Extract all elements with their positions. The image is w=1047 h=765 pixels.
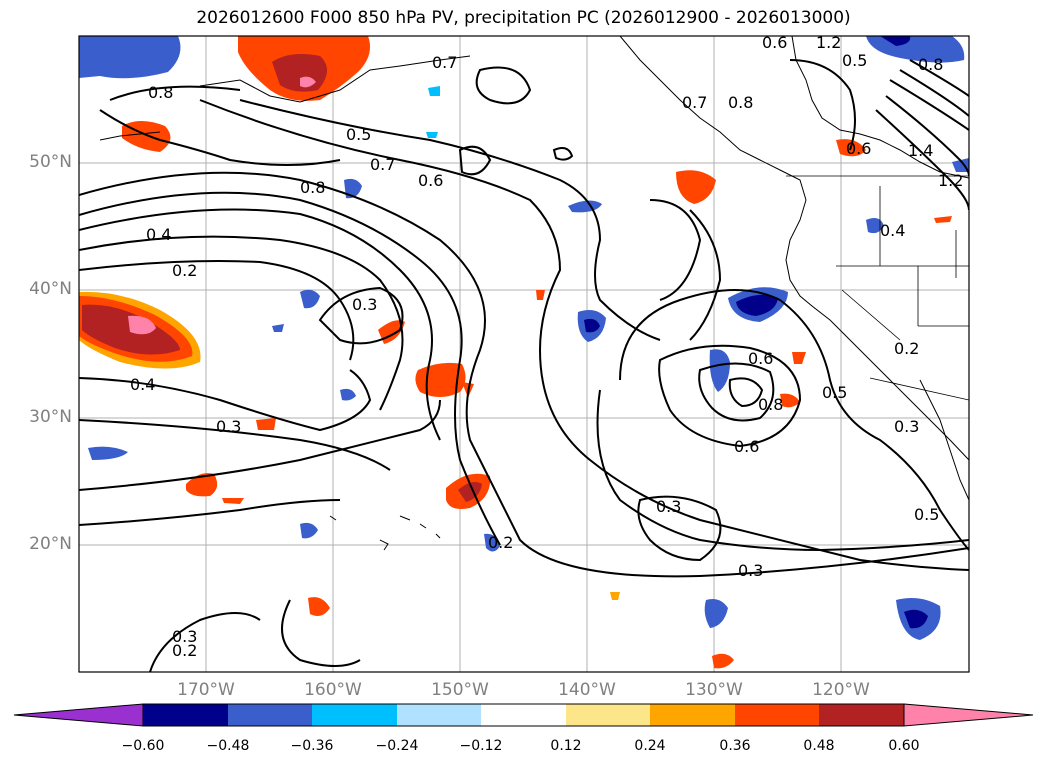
contour-label: 0.6	[734, 437, 759, 456]
map-background	[79, 36, 969, 672]
colorbar-extend-right	[903, 703, 1034, 727]
contour-label: 0.7	[370, 155, 395, 174]
colorbar-segment	[735, 704, 819, 726]
colorbar-frame	[142, 703, 905, 727]
contour-label: 1.2	[816, 33, 841, 52]
contour-label: 0.4	[880, 221, 905, 240]
contour-label: 0.8	[918, 55, 943, 74]
contour-label: 0.8	[758, 395, 783, 414]
lat-label: 30°N	[29, 407, 72, 427]
contour-label: 0.2	[172, 641, 197, 660]
contour-label: 0.2	[488, 533, 513, 552]
contour-label: 0.7	[682, 93, 707, 112]
lon-label: 160°W	[304, 680, 362, 700]
contour-label: 0.4	[146, 225, 171, 244]
page-title: 2026012600 F000 850 hPa PV, precipitatio…	[196, 8, 851, 28]
state-borders	[786, 175, 969, 401]
colorbar-segment	[312, 704, 397, 726]
pv-contours	[79, 59, 969, 672]
contour-label: 0.6	[846, 139, 871, 158]
contour-label: 0.8	[728, 93, 753, 112]
colorbar-tick-label: 0.12	[550, 738, 582, 754]
contour-label: 0.7	[432, 53, 457, 72]
contour-label: 0.6	[418, 171, 443, 190]
colorbar-segment	[228, 704, 312, 726]
contour-label: 0.3	[738, 561, 763, 580]
contour-label: 0.6	[748, 349, 773, 368]
colorbar-segment	[650, 704, 735, 726]
contour-label: 0.4	[130, 375, 155, 394]
contour-label: 1.2	[938, 171, 963, 190]
colorbar-tick-label: −0.24	[375, 738, 419, 754]
map-frame	[78, 35, 970, 673]
lat-label: 20°N	[29, 534, 72, 554]
colorbar-tick-label: 0.60	[888, 738, 920, 754]
contour-label: 0.3	[172, 627, 197, 646]
lat-label: 50°N	[29, 152, 72, 172]
colorbar-segment	[397, 704, 481, 726]
colorbar-tick-label: −0.36	[290, 738, 334, 754]
contour-labels: 0.8 0.7 0.5 0.7 0.6 0.8 0.4 0.2 0.3 0.4 …	[130, 33, 963, 660]
contour-label: 0.5	[914, 505, 939, 524]
contour-label: 0.5	[842, 51, 867, 70]
lon-label: 170°W	[177, 680, 235, 700]
contour-label: 0.6	[762, 33, 787, 52]
contour-label: 0.2	[894, 339, 919, 358]
lon-label: 120°W	[812, 680, 870, 700]
colorbar-tick-label: 0.36	[719, 738, 751, 754]
colorbar	[13, 703, 1034, 727]
contour-label: 0.3	[894, 417, 919, 436]
contour-label: 0.5	[346, 125, 371, 144]
contour-label: 0.2	[172, 261, 197, 280]
colorbar-tick-label: −0.48	[206, 738, 250, 754]
lat-label: 40°N	[29, 279, 72, 299]
colorbar-segment	[481, 704, 566, 726]
contour-label: 0.8	[148, 83, 173, 102]
contour-label: 0.5	[822, 383, 847, 402]
coastlines	[99, 36, 969, 551]
contour-label: 0.3	[352, 295, 377, 314]
colorbar-segment	[143, 704, 228, 726]
colorbar-tick-label: 0.48	[803, 738, 835, 754]
colorbar-tick-label: −0.12	[459, 738, 503, 754]
colorbar-segment	[819, 704, 904, 726]
lon-label: 130°W	[685, 680, 743, 700]
lon-label: 140°W	[558, 680, 616, 700]
colorbar-extend-left	[13, 703, 144, 727]
contour-label: 0.8	[300, 178, 325, 197]
lon-label: 150°W	[431, 680, 489, 700]
colorbar-tick-label: 0.24	[634, 738, 666, 754]
contour-label: 0.3	[656, 497, 681, 516]
contour-label: 0.3	[216, 417, 241, 436]
colorbar-segment	[566, 704, 650, 726]
contour-label: 1.4	[908, 141, 933, 160]
colorbar-tick-label: −0.60	[121, 738, 165, 754]
